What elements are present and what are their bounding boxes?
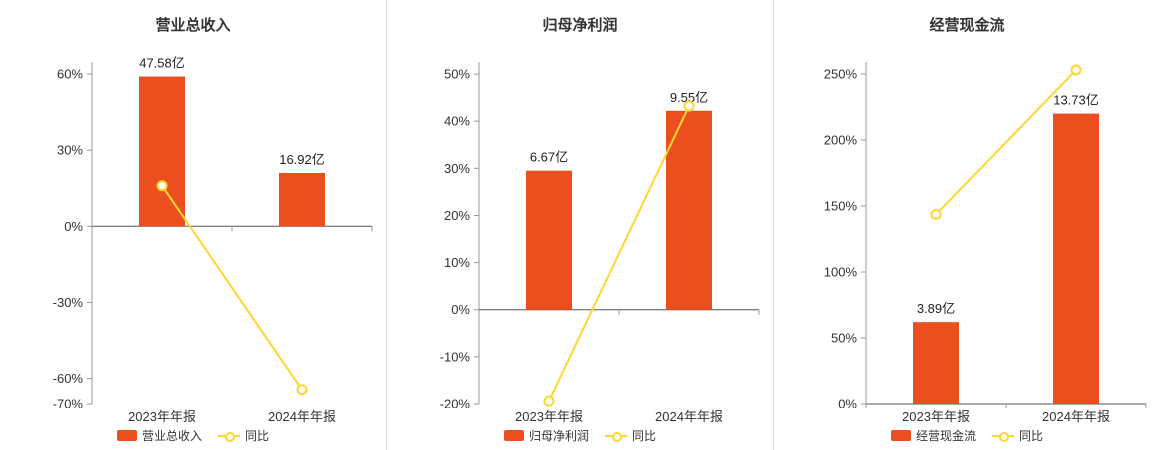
bar-1[interactable] (1053, 113, 1099, 404)
y-tick-label: 0% (451, 302, 470, 317)
chart-panel-cash-flow: 经营现金流 250% 200% 150% 100% 50% 0% 3.89亿 13.73亿 2… (773, 0, 1160, 450)
y-tick-label: -60% (53, 371, 84, 386)
yoy-line-point-0[interactable] (930, 208, 942, 220)
chart-legend: 归母净利润 同比 (387, 427, 773, 444)
legend-line-label: 同比 (632, 429, 657, 443)
y-tick-label: -70% (53, 397, 84, 409)
yoy-line-point-1[interactable] (296, 384, 308, 396)
line-swatch-icon (992, 431, 1014, 442)
legend-line-label: 同比 (1019, 429, 1044, 443)
x-axis-labels: 2023年年报 2024年年报 (387, 406, 773, 424)
y-tick-label: 50% (444, 67, 470, 82)
legend-bar-label: 营业总收入 (141, 429, 202, 443)
legend-item-bar-series[interactable]: 归母净利润 (503, 427, 589, 444)
bar-0[interactable] (913, 322, 959, 404)
line-swatch-icon (218, 431, 240, 442)
chart-panel-revenue: 营业总收入 60% 30% 0% -30% -60% -70% 47.58亿 16.92亿 2… (0, 0, 386, 450)
legend-item-line-series[interactable]: 同比 (992, 427, 1043, 444)
yoy-line (161, 185, 303, 391)
x-label-2023: 2023年年报 (515, 409, 583, 424)
y-tick-label: 150% (824, 199, 858, 214)
bar-value-label-1: 16.92亿 (279, 152, 325, 167)
chart-plot-cash-flow: 250% 200% 150% 100% 50% 0% 3.89亿 13.73亿 (824, 62, 1147, 409)
y-tick-label: 30% (57, 143, 83, 158)
y-tick-label: -10% (440, 349, 471, 364)
yoy-line-point-0[interactable] (543, 395, 555, 407)
bar-swatch-icon (503, 430, 524, 441)
yoy-line-point-1[interactable] (683, 100, 695, 112)
x-label-2023: 2023年年报 (128, 409, 196, 424)
x-axis-labels: 2023年年报 2024年年报 (0, 406, 386, 424)
legend-bar-label: 归母净利润 (528, 429, 589, 443)
x-label-2024: 2024年年报 (1042, 409, 1110, 424)
bar-1[interactable] (279, 173, 325, 227)
y-tick-label: 100% (824, 265, 858, 280)
yoy-line-point-1[interactable] (1070, 64, 1082, 76)
chart-title-revenue: 营业总收入 (155, 17, 231, 34)
chart-title-cash-flow: 经营现金流 (929, 17, 1005, 34)
y-tick-label: 0% (64, 219, 83, 234)
bar-value-label-0: 6.67亿 (530, 150, 568, 165)
legend-item-line-series[interactable]: 同比 (605, 427, 656, 444)
yoy-line (935, 69, 1077, 216)
x-axis-labels: 2023年年报 2024年年报 (774, 406, 1160, 424)
y-tick-label: 30% (444, 161, 470, 176)
bar-value-label-1: 9.55亿 (670, 90, 708, 105)
bar-0[interactable] (526, 170, 572, 310)
chart-title-net-profit: 归母净利润 (542, 17, 618, 34)
yoy-line (548, 105, 690, 402)
yoy-line-point-0[interactable] (156, 180, 168, 192)
legend-line-label: 同比 (245, 429, 270, 443)
x-label-2024: 2024年年报 (655, 409, 723, 424)
y-tick-label: 0% (838, 397, 857, 409)
bar-value-label-0: 3.89亿 (917, 301, 955, 316)
legend-bar-label: 经营现金流 (915, 429, 976, 443)
y-tick-label: 10% (444, 255, 470, 270)
bar-value-label-1: 13.73亿 (1053, 93, 1099, 108)
chart-plot-revenue: 60% 30% 0% -30% -60% -70% 47.58亿 16.92亿 (53, 56, 373, 409)
y-tick-label: 20% (444, 208, 470, 223)
y-tick-label: -20% (440, 397, 471, 409)
y-tick-label: 60% (57, 67, 83, 82)
line-swatch-icon (605, 431, 627, 442)
x-label-2023: 2023年年报 (902, 409, 970, 424)
bar-swatch-icon (116, 430, 137, 441)
bar-swatch-icon (890, 430, 911, 441)
bar-1[interactable] (666, 110, 712, 310)
bar-0[interactable] (139, 76, 185, 227)
y-tick-label: 250% (824, 67, 858, 82)
y-tick-label: 200% (824, 133, 858, 148)
chart-legend: 经营现金流 同比 (774, 427, 1160, 444)
y-tick-label: 50% (831, 331, 857, 346)
y-tick-label: 40% (444, 114, 470, 129)
x-label-2024: 2024年年报 (268, 409, 336, 424)
chart-plot-net-profit: 50% 40% 30% 20% 10% 0% -10% -20% 6.67亿 9.55亿 (440, 62, 760, 409)
legend-item-line-series[interactable]: 同比 (218, 427, 269, 444)
y-tick-label: -30% (53, 295, 84, 310)
chart-legend: 营业总收入 同比 (0, 427, 386, 444)
legend-item-bar-series[interactable]: 营业总收入 (116, 427, 202, 444)
legend-item-bar-series[interactable]: 经营现金流 (890, 427, 976, 444)
chart-panel-net-profit: 归母净利润 50% 40% 30% 20% 10% 0% -10% -20% 6.67亿 9.55… (386, 0, 773, 450)
bar-value-label-0: 47.58亿 (139, 56, 185, 71)
